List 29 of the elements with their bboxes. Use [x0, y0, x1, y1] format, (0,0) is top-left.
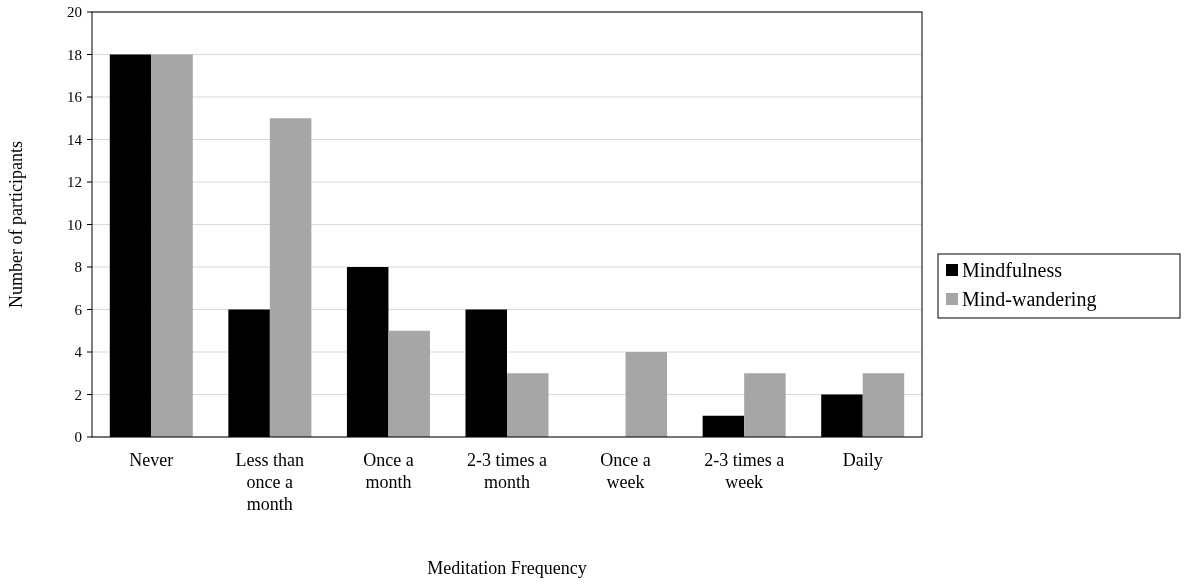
y-tick-label: 2: [74, 386, 82, 403]
legend-label: Mind-wandering: [962, 288, 1097, 311]
bar: [269, 118, 312, 437]
x-tick-label: Less than once a month: [235, 450, 305, 514]
y-tick-label: 12: [67, 174, 82, 191]
y-tick-label: 4: [74, 344, 83, 361]
x-tick-label: 2-3 times a week: [704, 450, 785, 492]
bar: [507, 373, 549, 437]
y-tick-label: 8: [74, 259, 82, 276]
bar: [862, 373, 905, 437]
y-tick-label: 6: [74, 301, 83, 318]
x-tick-label: Once a week: [600, 450, 651, 492]
y-tick-label: 18: [67, 46, 82, 63]
bar: [151, 54, 193, 437]
y-axis-title: Number of participants: [6, 141, 26, 308]
bar: [744, 373, 786, 437]
bar: [388, 330, 430, 437]
y-tick-label: 20: [67, 4, 82, 21]
y-tick-label: 10: [67, 216, 82, 233]
x-tick-label: Never: [129, 450, 174, 470]
x-tick-label: Once a month: [363, 450, 414, 492]
legend-label: Mindfulness: [962, 259, 1063, 281]
bar: [625, 352, 668, 437]
y-tick-label: 0: [74, 429, 82, 446]
x-axis-title: Meditation Frequency: [427, 558, 587, 578]
y-tick-label: 16: [67, 89, 83, 106]
y-tick-label: 14: [67, 131, 83, 148]
x-tick-label: 2-3 times a month: [467, 450, 547, 492]
x-tick-label: Daily: [842, 450, 883, 470]
